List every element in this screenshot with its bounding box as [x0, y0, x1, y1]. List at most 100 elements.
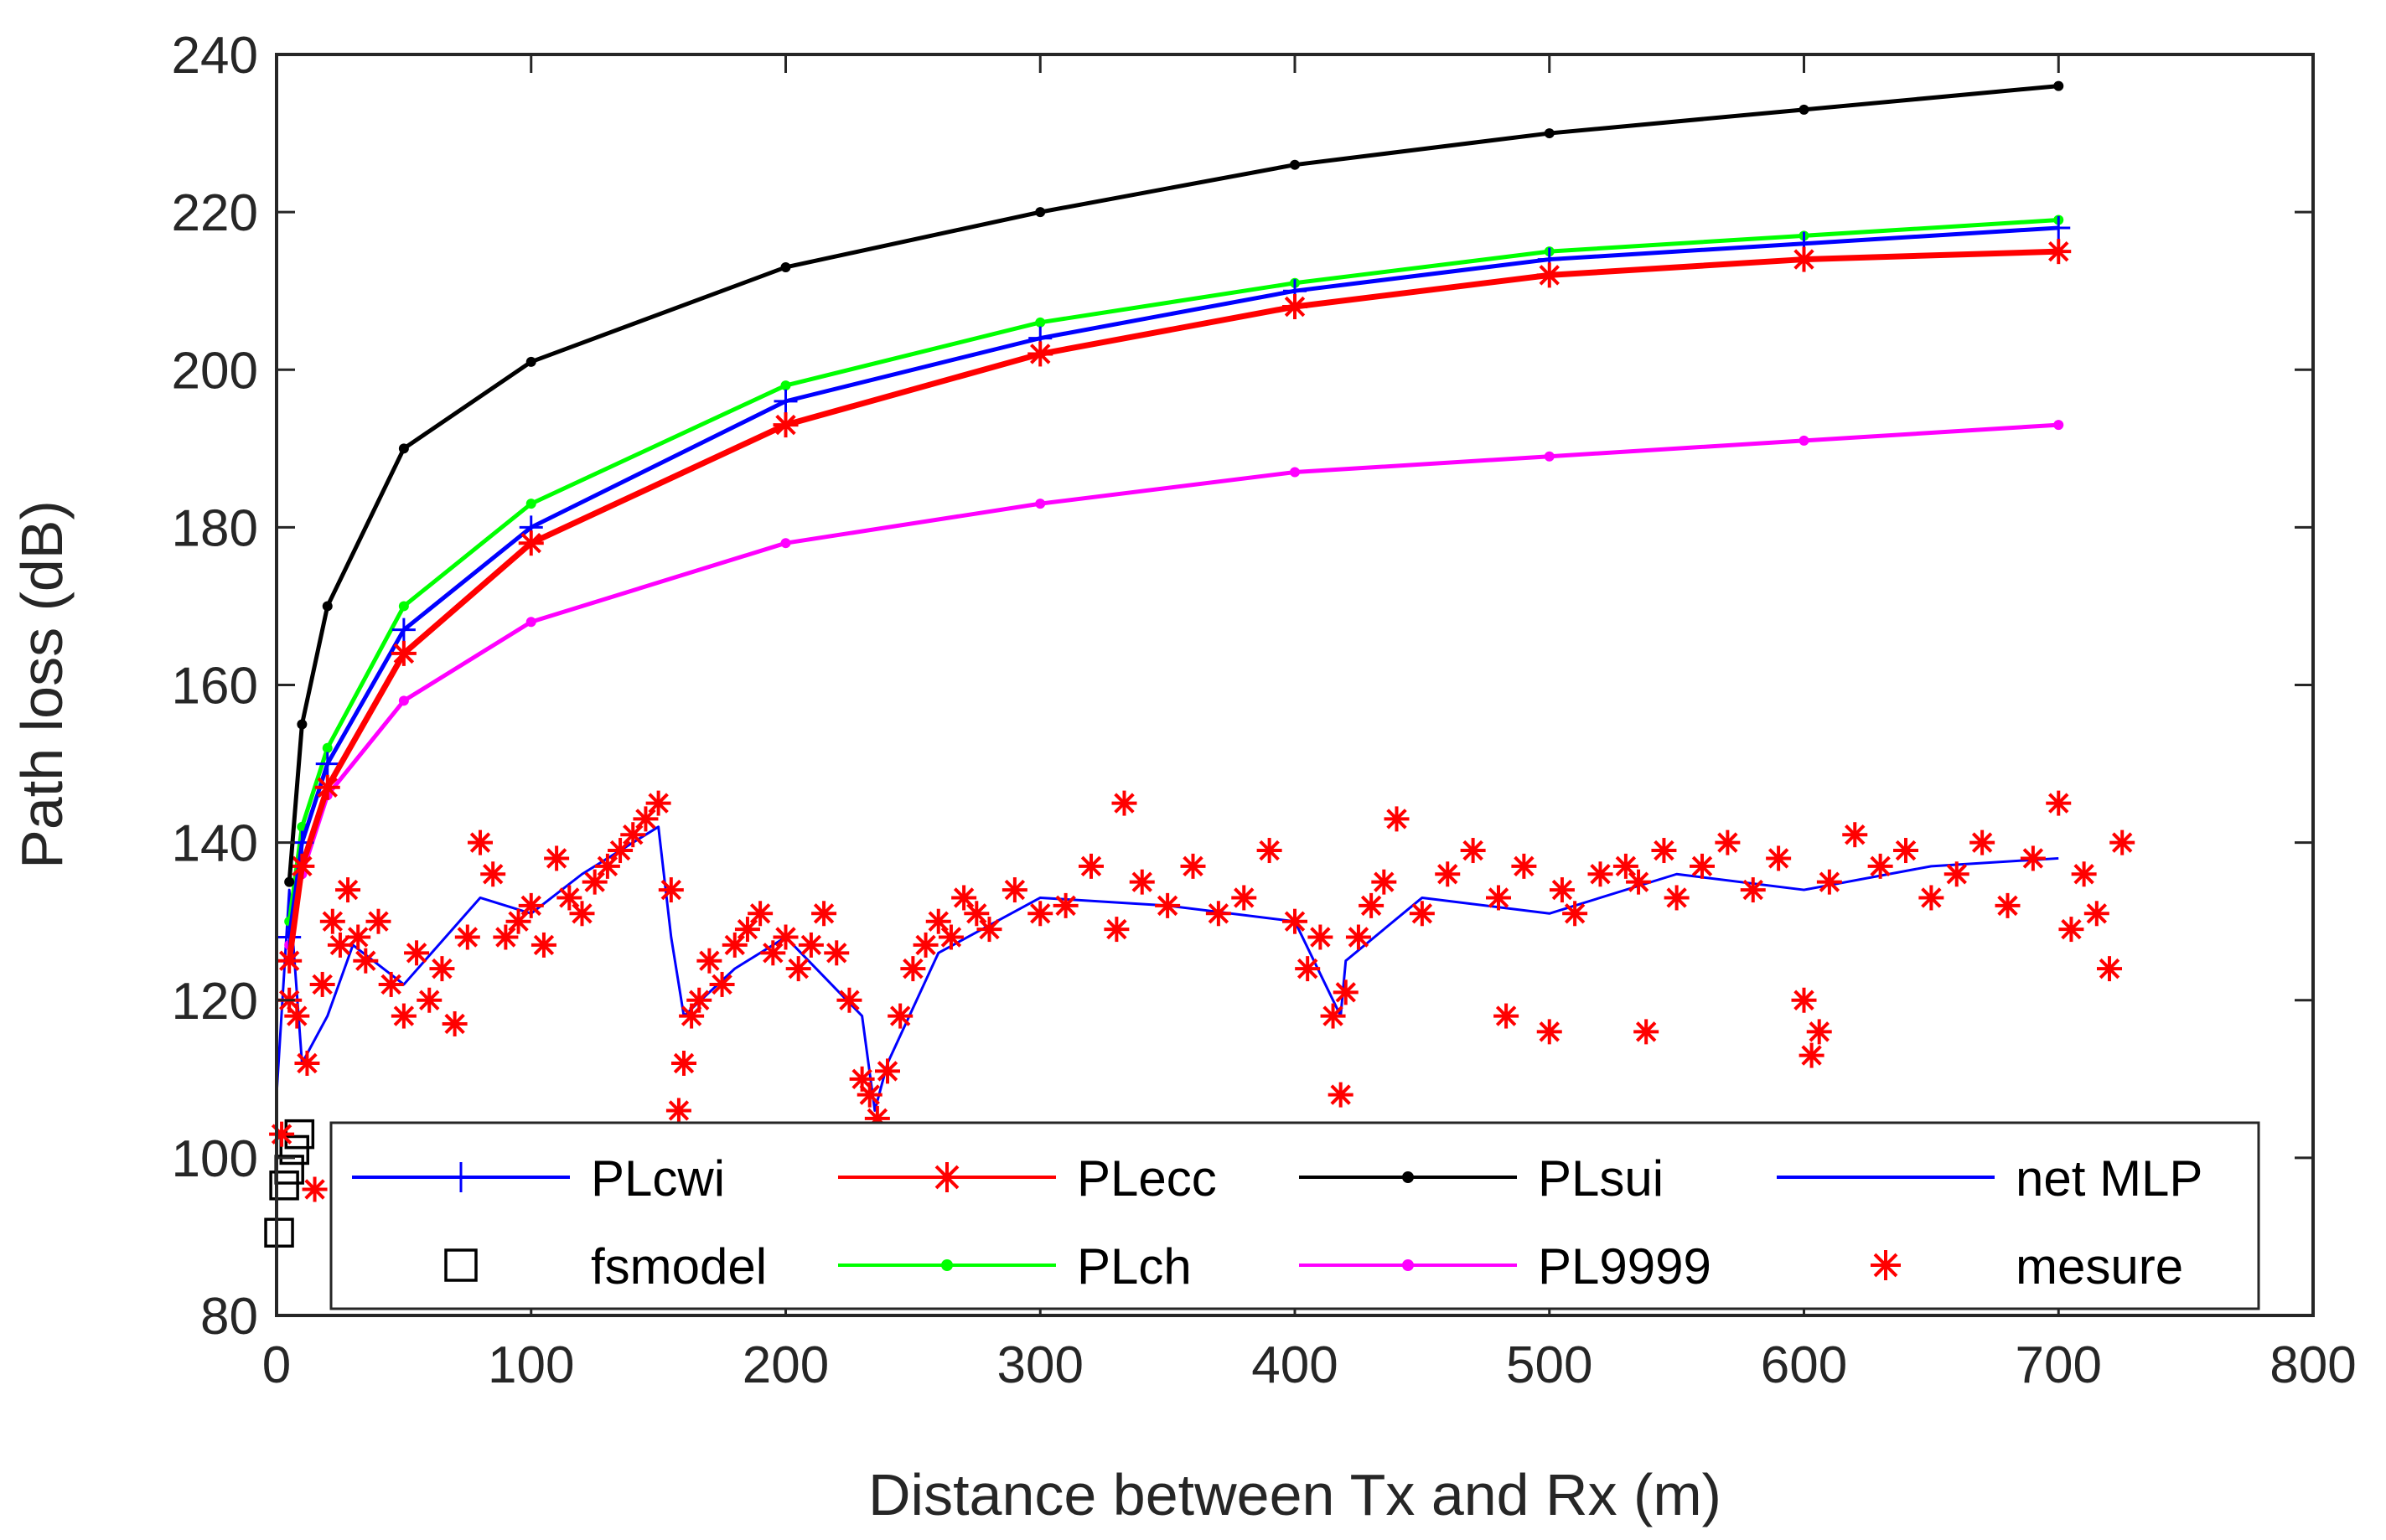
data-point [1740, 877, 1766, 903]
legend-item-plcwi: PLcwi [352, 1150, 725, 1207]
legend-label: fsmodel [591, 1238, 767, 1295]
data-point [353, 948, 379, 974]
data-point [785, 956, 811, 982]
y-tick-label: 240 [172, 27, 258, 85]
data-point [773, 924, 799, 950]
data-point [1799, 104, 1809, 115]
data-point [709, 971, 735, 997]
data-point [1035, 499, 1046, 509]
data-point [1799, 435, 1809, 446]
data-point [1384, 806, 1410, 832]
data-point [734, 917, 760, 943]
data-point [1282, 294, 1307, 319]
data-point [722, 932, 748, 958]
data-point [1001, 877, 1027, 903]
data-point [875, 1058, 900, 1084]
data-point [556, 885, 582, 911]
data-point [976, 917, 1002, 943]
data-point [1231, 885, 1257, 911]
data-point [2053, 80, 2064, 91]
data-point [398, 601, 409, 612]
legend-label: PL9999 [1538, 1238, 1711, 1295]
data-point [594, 853, 620, 879]
data-point [544, 845, 570, 871]
data-point [429, 956, 455, 982]
data-point [468, 829, 493, 855]
data-point [964, 901, 990, 927]
data-point [1536, 262, 1562, 288]
data-point [404, 940, 430, 966]
data-point [1562, 901, 1588, 927]
data-point [284, 876, 295, 887]
data-point [1493, 1003, 1519, 1029]
data-point [525, 499, 536, 509]
data-point [1943, 861, 1969, 887]
data-point [1079, 853, 1104, 879]
data-point [1409, 901, 1435, 927]
data-point [314, 774, 340, 800]
series-net-mlp [275, 825, 2059, 1112]
data-point [335, 877, 361, 903]
legend-label: mesure [2016, 1238, 2183, 1295]
data-point [2046, 790, 2072, 816]
data-point [1111, 790, 1137, 816]
data-point [398, 695, 409, 706]
data-point [480, 861, 506, 887]
data-point [294, 1051, 320, 1076]
data-point [1333, 979, 1359, 1005]
data-point [1549, 877, 1575, 903]
data-point [1995, 892, 2021, 918]
legend-marker [446, 1162, 476, 1192]
data-point [531, 932, 556, 958]
data-point [900, 956, 926, 982]
legend-item-fsmodel: fsmodel [444, 1238, 767, 1295]
data-point [1544, 128, 1555, 139]
data-point [686, 987, 712, 1013]
data-point [319, 908, 345, 934]
legend-marker [1402, 1259, 1414, 1271]
data-point [748, 901, 774, 927]
y-tick-label: 200 [172, 342, 258, 400]
data-point [1320, 1003, 1346, 1029]
data-point [1307, 924, 1333, 950]
x-tick-label: 400 [1251, 1336, 1338, 1394]
data-point [2083, 901, 2109, 927]
data-point [322, 742, 333, 753]
data-point [505, 908, 531, 934]
data-point [1345, 924, 1371, 950]
data-point [1290, 467, 1300, 478]
data-point [1035, 207, 1046, 218]
data-point [365, 908, 391, 934]
data-point [811, 901, 837, 927]
series-plcwi [277, 215, 2071, 949]
x-tick-label: 0 [262, 1336, 291, 1394]
data-point [1155, 892, 1181, 918]
data-point [442, 1010, 468, 1036]
data-point [1918, 885, 1944, 911]
data-point [378, 971, 404, 997]
data-point [620, 822, 646, 848]
data-point [277, 948, 303, 974]
data-point [938, 924, 964, 950]
data-point [289, 853, 315, 879]
legend-item-plsui: PLsui [1299, 1150, 1664, 1207]
series-mesure [269, 790, 2135, 1202]
data-point [951, 885, 977, 911]
legend-marker [444, 1248, 478, 1282]
legend: PLcwi PLecc PLsui net MLP fsmodel PLch PL9999 m… [329, 1121, 2260, 1310]
data-point [780, 261, 791, 272]
data-point [2097, 956, 2122, 982]
data-point [279, 1134, 310, 1165]
data-point [608, 838, 634, 864]
data-point [269, 1121, 295, 1147]
legend-label: PLch [1077, 1238, 1192, 1295]
data-point [888, 1003, 914, 1029]
data-point [798, 932, 824, 958]
data-point [1256, 838, 1282, 864]
data-point [518, 892, 544, 918]
data-point [925, 908, 951, 934]
data-point [773, 412, 799, 438]
data-point [760, 940, 786, 966]
data-point [1282, 908, 1307, 934]
x-tick-label: 700 [2016, 1336, 2102, 1394]
